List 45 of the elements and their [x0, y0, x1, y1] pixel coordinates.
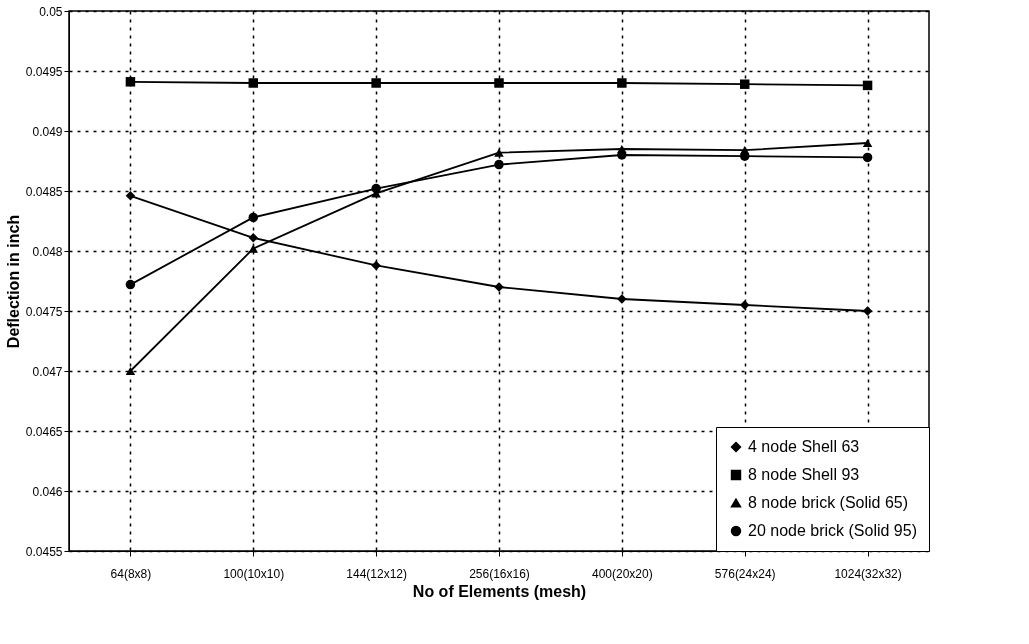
- y-tick-label: 0.0485: [25, 184, 63, 199]
- point: [739, 300, 750, 310]
- point: [862, 138, 873, 148]
- x-tick-label: 400(20x20): [592, 566, 653, 581]
- point: [125, 77, 136, 87]
- legend-label: 20 node brick (Solid 95): [748, 522, 917, 539]
- point: [494, 159, 504, 170]
- point: [617, 150, 627, 160]
- point: [248, 212, 259, 223]
- x-tick-label: 256(16x16): [469, 566, 530, 581]
- point: [125, 191, 136, 201]
- y-tick-label: 0.048: [32, 244, 63, 259]
- y-tick-label: 0.0465: [25, 424, 63, 439]
- y-tick-label: 0.0455: [25, 544, 63, 559]
- legend-label: 8 node Shell 93: [748, 466, 860, 483]
- point: [371, 78, 381, 88]
- x-tick-label: 144(12x12): [346, 566, 407, 581]
- point: [125, 366, 136, 376]
- y-tick-label: 0.0475: [25, 304, 63, 319]
- legend-label: 4 node Shell 63: [748, 438, 860, 455]
- point: [248, 244, 259, 253]
- y-tick-label: 0.049: [32, 124, 63, 139]
- point: [494, 148, 504, 157]
- y-tick-label: 0.046: [32, 484, 63, 499]
- point: [862, 152, 873, 163]
- x-tick-label: 1024(32x32): [834, 566, 902, 581]
- point: [617, 78, 627, 88]
- point: [739, 79, 750, 89]
- x-tick-label: 576(24x24): [714, 566, 776, 581]
- legend-label: 8 node brick (Solid 65): [748, 494, 909, 511]
- point: [125, 279, 136, 290]
- point: [248, 78, 259, 88]
- x-tick-label: 64(8x8): [110, 566, 152, 581]
- point: [862, 80, 873, 91]
- x-tick-label: 100(10x10): [223, 566, 285, 581]
- point: [494, 78, 504, 88]
- y-tick-label: 0.047: [32, 364, 63, 379]
- point: [371, 260, 381, 271]
- point: [739, 151, 750, 161]
- point: [371, 183, 381, 194]
- y-axis-title: Deflection in inch: [4, 214, 22, 349]
- y-tick-label: 0.0495: [25, 64, 63, 79]
- y-tick-label: 0.05: [39, 4, 63, 19]
- point: [248, 233, 259, 243]
- x-axis-title: No of Elements (mesh): [412, 582, 587, 600]
